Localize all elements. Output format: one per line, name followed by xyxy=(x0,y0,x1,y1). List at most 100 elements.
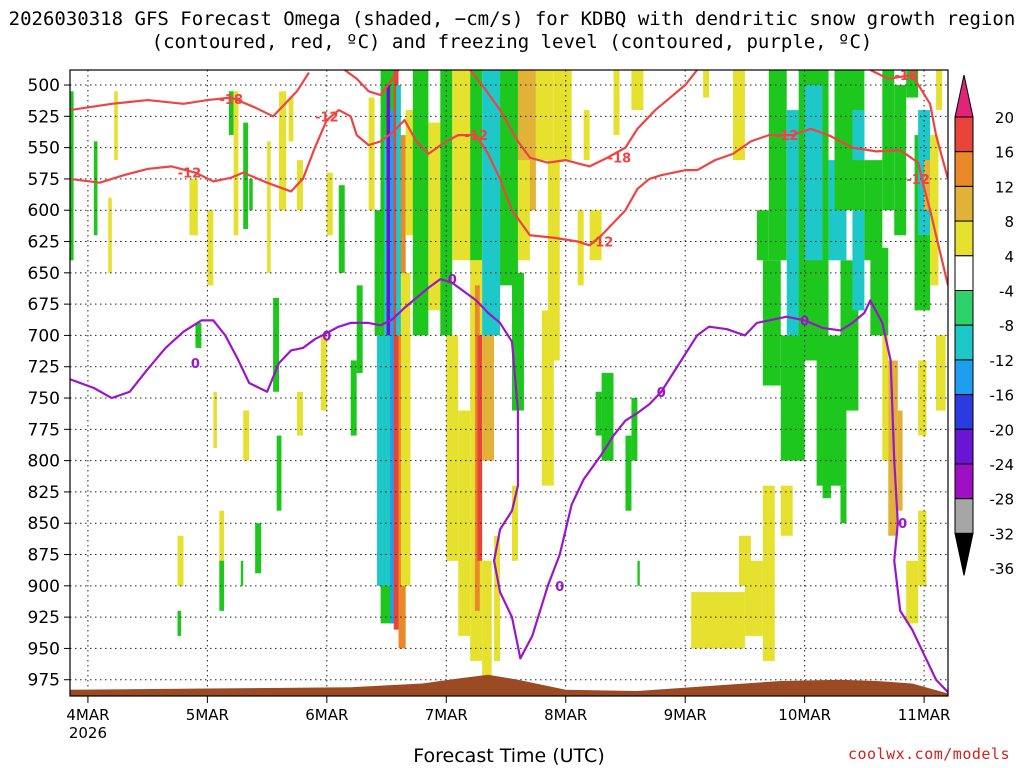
y-tick-label: 625 xyxy=(28,233,60,253)
freezing-level-contour-label: 0 xyxy=(555,580,564,595)
y-tick-label: 775 xyxy=(28,420,60,440)
omega-shaded-cell xyxy=(625,435,632,511)
colorbar-label: 8 xyxy=(1004,213,1014,231)
omega-shaded-cell xyxy=(213,391,217,449)
colorbar-bottom-arrow xyxy=(954,532,974,576)
omega-shaded-cell xyxy=(517,160,530,261)
omega-shaded-cell xyxy=(470,70,483,261)
y-tick-label: 800 xyxy=(28,452,60,472)
omega-shaded-cell xyxy=(177,610,182,636)
omega-shaded-cell xyxy=(840,485,847,524)
omega-shaded-cell xyxy=(482,70,501,336)
gridlines xyxy=(70,70,948,696)
colorbar-label: -32 xyxy=(990,525,1015,543)
omega-shaded-cell xyxy=(219,510,225,593)
omega-shaded-cell xyxy=(906,560,919,624)
colorbar-swatch xyxy=(954,359,974,396)
colorbar-swatch xyxy=(954,394,974,430)
omega-shaded-cell xyxy=(494,535,501,661)
plot-frame xyxy=(69,69,949,697)
colorbar-label: -8 xyxy=(999,317,1014,335)
omega-shaded-cell xyxy=(440,70,453,336)
omega-shaded-cell xyxy=(852,210,865,311)
omega-shaded-cell xyxy=(595,391,602,436)
colorbar-swatch xyxy=(954,463,974,500)
y-tick-label: 550 xyxy=(28,139,60,159)
omega-shaded-cell xyxy=(189,178,198,236)
omega-shaded-cell xyxy=(738,535,751,586)
dendritic-contour-label: -12 xyxy=(590,236,614,251)
y-axis: 500 525 550 575 600 625 650 675 700 725 750 775 800 8… xyxy=(28,76,70,691)
y-tick-label: 700 xyxy=(28,326,60,346)
chart-title: 2026030318 GFS Forecast Omega (shaded, −… xyxy=(8,8,1016,53)
omega-shaded-cell xyxy=(804,85,823,261)
omega-shaded-cell xyxy=(207,210,214,286)
y-tick-label: 500 xyxy=(28,76,60,96)
omega-shaded-cell xyxy=(458,410,471,636)
y-tick-label: 925 xyxy=(28,608,60,628)
colorbar-swatch xyxy=(954,290,974,326)
omega-shaded-cell xyxy=(768,70,787,261)
omega-shaded-cell xyxy=(233,91,239,236)
colorbar-label: -12 xyxy=(990,352,1015,370)
colorbar-label: 12 xyxy=(995,178,1014,196)
omega-shaded-cell xyxy=(412,70,429,336)
x-tick-label: 10MAR xyxy=(778,706,831,724)
omega-shaded-cell xyxy=(589,210,602,261)
omega-shaded-cell xyxy=(918,510,927,586)
freezing-level-contour-label: 0 xyxy=(898,517,907,532)
dendritic-contour-label: -12 xyxy=(906,173,930,188)
y-tick-label: 725 xyxy=(28,358,60,378)
y-tick-label: 950 xyxy=(28,639,60,659)
x-tick-label: 7MAR xyxy=(425,706,468,724)
omega-shaded-cell xyxy=(195,322,202,348)
omega-shaded-cell xyxy=(296,160,303,211)
omega-shaded-cell xyxy=(482,335,495,461)
x-tick-label: 5MAR xyxy=(186,706,229,724)
y-tick-label: 975 xyxy=(28,671,60,691)
terrain-layer xyxy=(70,674,948,696)
omega-shaded-cell xyxy=(762,260,781,386)
dendritic-contour-label: -12 xyxy=(775,129,799,144)
omega-shaded-cell xyxy=(583,110,590,161)
y-tick-label: 575 xyxy=(28,170,60,190)
omega-shaded-cell xyxy=(219,560,225,611)
omega-shaded-cell xyxy=(500,70,518,286)
omega-shaded-cell xyxy=(240,560,244,586)
omega-shaded-cell xyxy=(177,535,184,586)
dendritic-contour-label: -12 xyxy=(315,110,339,125)
omega-shaded-cell xyxy=(553,70,572,161)
omega-shaded-cell xyxy=(338,185,345,273)
colorbar-swatch xyxy=(954,220,974,257)
omega-shaded-cell xyxy=(320,335,327,411)
freezing-level-contour-label: 0 xyxy=(448,273,457,288)
omega-shaded-cell xyxy=(267,141,271,273)
colorbar-label: -20 xyxy=(990,421,1015,439)
omega-shaded-cell xyxy=(249,178,253,211)
credit-text: coolwx.com/models xyxy=(847,745,1010,763)
omega-shaded-cell xyxy=(356,285,363,373)
omega-shaded-cell xyxy=(279,91,287,211)
freezing-level-contour-label: 0 xyxy=(191,357,200,372)
omega-shaded-cell xyxy=(243,410,250,461)
dendritic-contour-label: -18 xyxy=(220,93,244,108)
omega-shaded-cell xyxy=(936,70,943,111)
x-tick-label: 8MAR xyxy=(544,706,587,724)
omega-shaded-cell xyxy=(780,335,805,461)
y-tick-label: 650 xyxy=(28,264,60,284)
colorbar-label: -16 xyxy=(990,387,1015,405)
omega-shaded-cell xyxy=(326,172,333,236)
omega-shaded-cell xyxy=(228,91,234,136)
omega-shaded-cell xyxy=(296,391,303,436)
freezing-level-contour-line xyxy=(70,277,948,694)
omega-shaded-cell xyxy=(368,97,375,211)
omega-shaded-cell xyxy=(428,122,441,311)
omega-shaded-cell xyxy=(477,335,483,561)
omega-shaded-cell xyxy=(511,272,524,411)
omega-shaded-cell xyxy=(446,335,459,561)
colorbar-label: -36 xyxy=(990,560,1015,578)
colorbar-label: 16 xyxy=(995,144,1014,162)
dendritic-contour-line xyxy=(70,108,948,286)
